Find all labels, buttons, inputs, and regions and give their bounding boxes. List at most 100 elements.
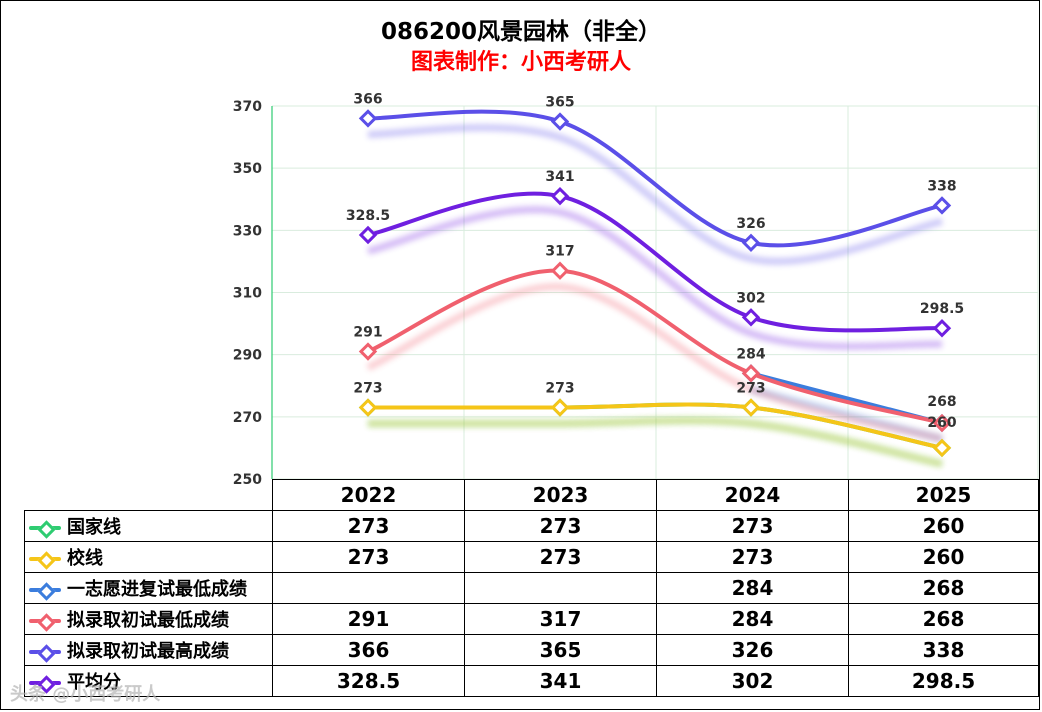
table-cell: 260 (848, 510, 1039, 542)
data-point-marker (550, 186, 570, 206)
table-cell: 328.5 (272, 665, 465, 697)
series-name: 国家线 (67, 517, 121, 538)
chart-title: 086200风景园林（非全） (380, 19, 662, 45)
y-tick-label: 370 (233, 99, 262, 115)
table-cell: 291 (272, 603, 465, 635)
data-label: 365 (545, 95, 574, 111)
chart-subtitle: 图表制作：小西考研人 (410, 50, 631, 75)
legend-marker-icon (29, 613, 61, 632)
table-row: 国家线 273 273 273 260 (24, 510, 1039, 542)
table-cell: 341 (464, 665, 657, 697)
legend-marker-icon (29, 551, 61, 570)
data-label: 328.5 (346, 208, 390, 224)
series-line (366, 191, 944, 333)
table-cell: 317 (464, 603, 657, 635)
table-header-cell: 2024 (656, 479, 849, 511)
data-label: 268 (927, 394, 956, 410)
y-tick-label: 270 (233, 410, 262, 426)
table-cell: 268 (848, 603, 1039, 635)
watermark: 头条 @小西考研人 (10, 684, 161, 705)
series-shadow (366, 283, 943, 443)
y-tick-label: 290 (233, 348, 262, 364)
table-cell: 273 (464, 510, 657, 542)
series-name: 拟录取初试最低成绩 (67, 610, 229, 631)
table-cell: 273 (272, 541, 465, 573)
table-cell: 326 (656, 634, 849, 666)
legend-marker-icon (29, 644, 61, 663)
table-cell: 365 (464, 634, 657, 666)
data-point-marker (741, 308, 761, 327)
legend-marker-icon (29, 675, 61, 694)
data-label: 273 (736, 381, 765, 397)
data-point-marker (932, 196, 952, 215)
table-header-row: 2022 2023 2024 2025 (24, 479, 1039, 511)
table-cell: 284 (656, 603, 849, 635)
data-label: 317 (545, 244, 574, 260)
table-header-cell: 2022 (272, 479, 465, 511)
data-point-marker (358, 398, 378, 417)
table-corner (24, 479, 273, 511)
table-row: 校线 273 273 273 260 (24, 541, 1039, 573)
data-point-marker (550, 112, 570, 131)
y-tick-label: 350 (233, 161, 262, 177)
data-point-marker (932, 413, 952, 433)
legend-cell: 平均分 (24, 665, 273, 697)
data-point-marker (741, 398, 761, 417)
data-label: 284 (736, 346, 765, 362)
table-cell: 268 (848, 572, 1039, 604)
data-point-marker (358, 342, 378, 361)
data-point-marker (358, 109, 378, 128)
data-label: 273 (353, 381, 382, 397)
data-point-marker (932, 438, 952, 458)
table-cell: 273 (464, 541, 657, 573)
series-name: 拟录取初试最高成绩 (67, 641, 229, 662)
legend-cell: 一志愿进复试最低成绩 (24, 572, 273, 604)
table-header-cell: 2023 (464, 479, 657, 511)
table-cell: 338 (848, 634, 1039, 666)
legend-cell: 校线 (24, 541, 273, 573)
table-cell: 284 (656, 572, 849, 604)
table-header-cell: 2025 (848, 479, 1039, 511)
data-label: 302 (736, 290, 765, 306)
series-shadow (367, 124, 943, 265)
data-label: 341 (545, 169, 574, 185)
data-point-marker (550, 261, 570, 280)
table-cell: 260 (848, 541, 1039, 573)
legend-marker-icon (29, 582, 61, 601)
legend-cell: 拟录取初试最高成绩 (24, 634, 273, 666)
table-cell: 366 (272, 634, 465, 666)
legend-cell: 国家线 (24, 510, 273, 542)
data-point-marker (358, 225, 378, 245)
table-cell (272, 572, 465, 604)
data-label: 291 (353, 325, 382, 341)
table-row: 一志愿进复试最低成绩 284 268 (24, 572, 1039, 604)
table-cell: 298.5 (848, 665, 1039, 697)
table-cell: 273 (656, 541, 849, 573)
data-label: 338 (927, 178, 956, 194)
series-name: 一志愿进复试最低成绩 (67, 579, 247, 600)
y-tick-label: 330 (233, 223, 262, 239)
data-label: 366 (353, 91, 382, 107)
y-tick-label: 310 (233, 286, 262, 302)
legend-cell: 拟录取初试最低成绩 (24, 603, 273, 635)
data-table: 2022 2023 2024 2025 国家线 273 273 273 260 校线 273… (24, 479, 1039, 697)
table-cell (464, 572, 657, 604)
series-shadow (368, 417, 943, 468)
data-label: 260 (927, 415, 956, 431)
table-row: 拟录取初试最低成绩 291 317 284 268 (24, 603, 1039, 635)
series-name: 校线 (67, 548, 103, 569)
series-line (366, 402, 944, 450)
data-label: 273 (545, 381, 574, 397)
table-cell: 302 (656, 665, 849, 697)
series-line (366, 109, 944, 248)
table-row: 平均分 328.5 341 302 298.5 (24, 665, 1039, 697)
table-cell: 273 (656, 510, 849, 542)
data-label: 326 (736, 216, 765, 232)
data-point-marker (932, 319, 952, 338)
data-point-marker (550, 398, 570, 417)
series-name: 平均分 (67, 672, 121, 693)
data-label: 298.5 (920, 301, 964, 317)
table-cell: 273 (272, 510, 465, 542)
table-row: 拟录取初试最高成绩 366 365 326 338 (24, 634, 1039, 666)
